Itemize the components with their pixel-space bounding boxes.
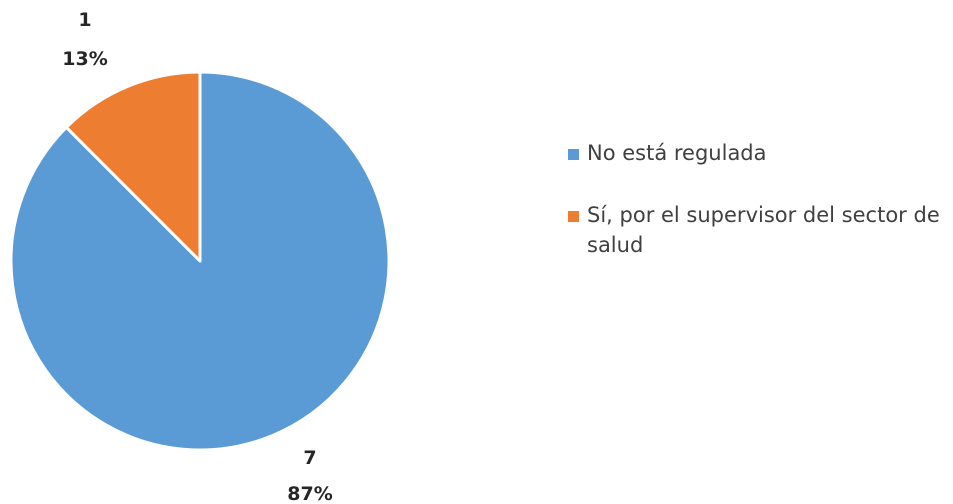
data-labels: 1 13% 7 87% [62,9,332,504]
slice-label-value-no: 7 [303,447,316,469]
chart-legend: No está regulada Sí, por el supervisor d… [568,138,948,292]
legend-swatch-no-regulada [568,149,579,160]
legend-swatch-si-supervisor [568,211,579,222]
pie-chart: 1 13% 7 87% [9,9,391,504]
slice-label-percent-sie: 13% [62,48,107,70]
slice-label-percent-no: 87% [287,483,332,504]
pie-slices [9,70,391,452]
legend-item-no-regulada: No está regulada [568,138,948,168]
pie-slice-si-supervisor [64,70,202,263]
legend-label-no-regulada: No está regulada [587,141,767,165]
legend-label-si-supervisor: Sí, por el supervisor del sector de salu… [587,203,940,257]
legend-item-si-supervisor: Sí, por el supervisor del sector de salu… [568,200,948,260]
slice-label-value-sie: 1 [78,9,91,31]
